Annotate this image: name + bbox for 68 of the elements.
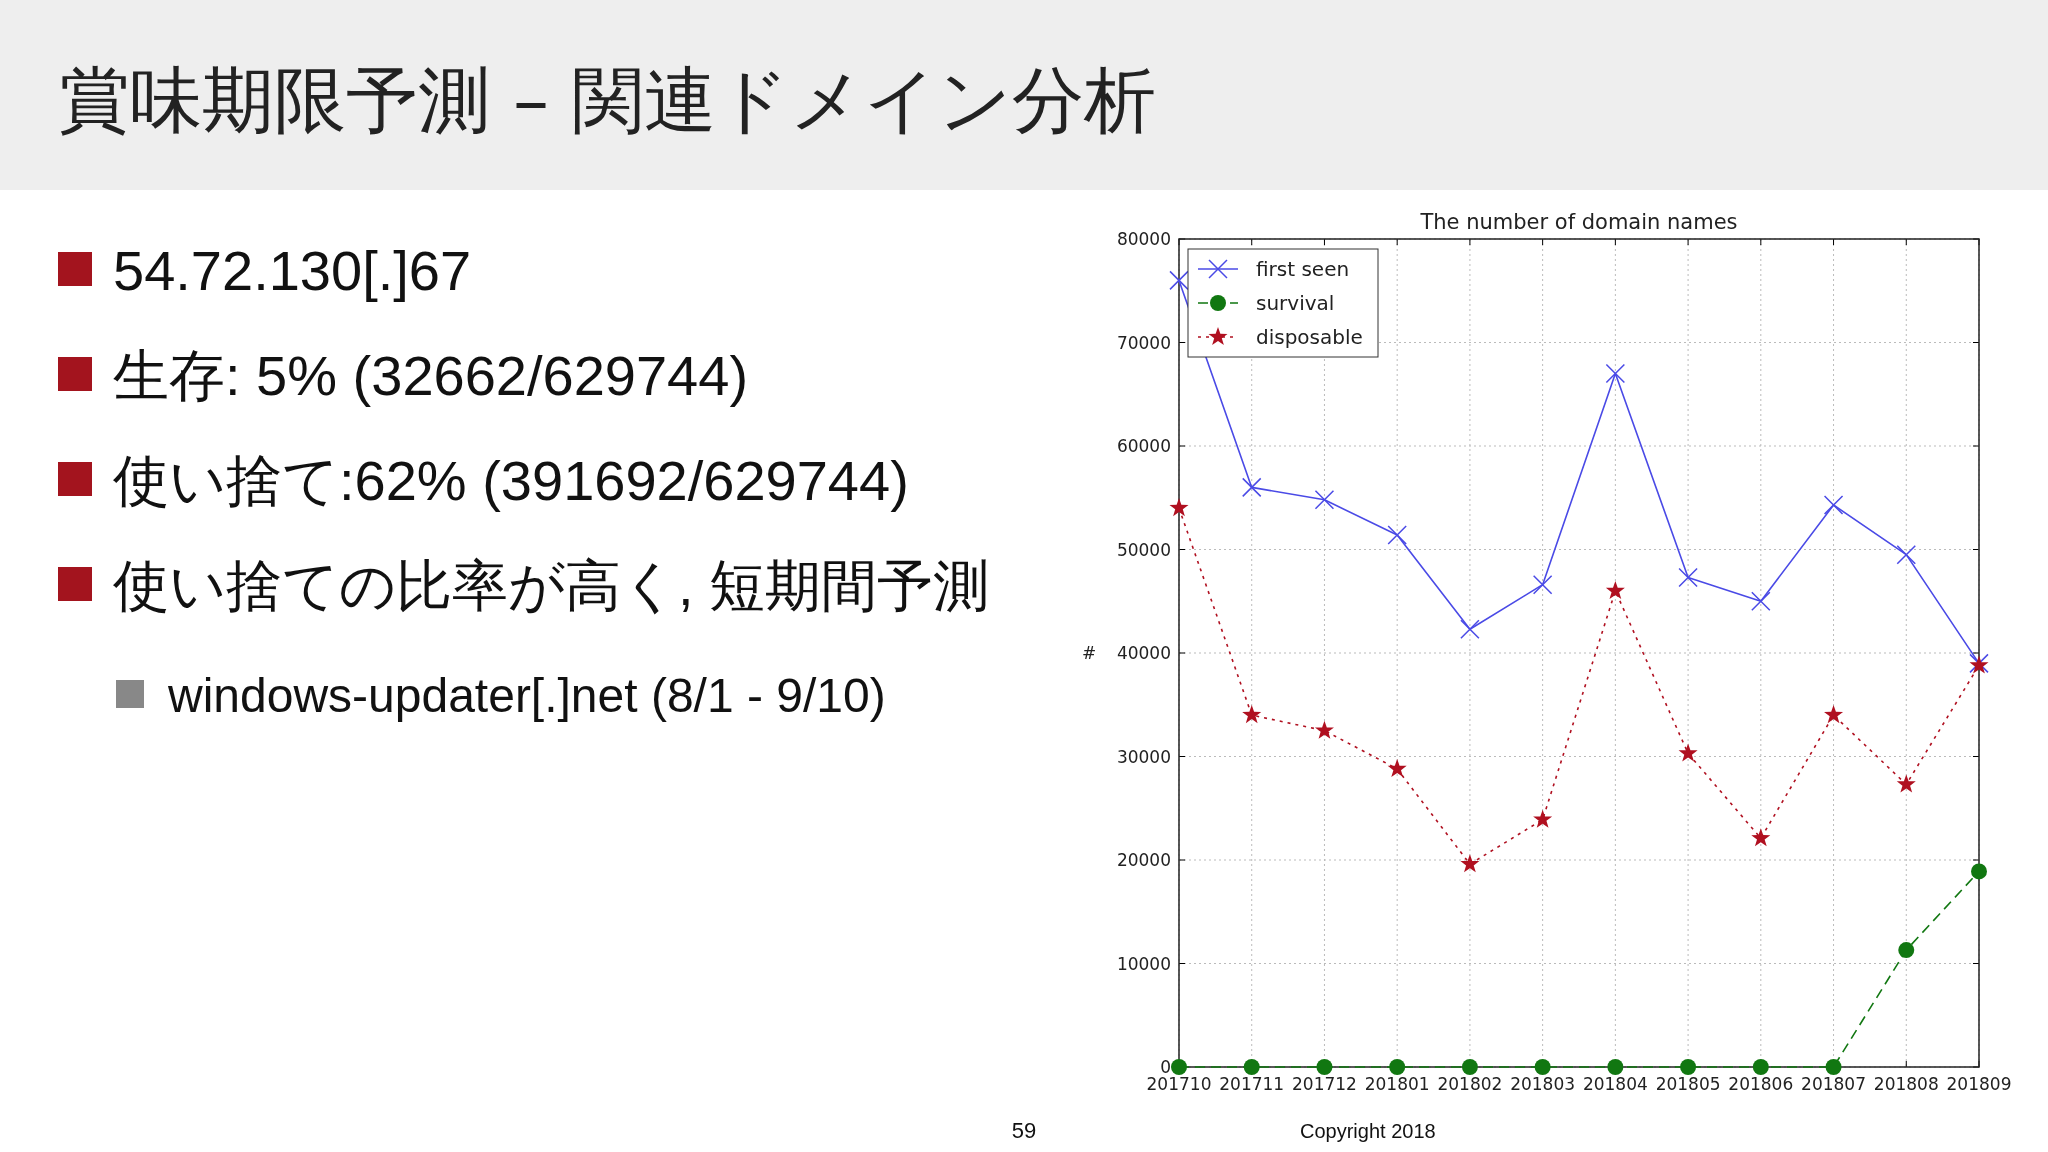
point	[1387, 525, 1407, 545]
point	[1607, 1059, 1624, 1075]
point	[1461, 1059, 1478, 1075]
point	[1825, 1059, 1842, 1075]
point	[1169, 498, 1189, 517]
x-tick-label: 201806	[1728, 1074, 1794, 1094]
point	[1896, 544, 1917, 565]
x-tick-label: 201805	[1655, 1074, 1721, 1094]
y-tick-label: 70000	[1116, 332, 1171, 353]
point	[1241, 477, 1262, 498]
point	[1389, 1059, 1406, 1075]
x-tick-label: 201802	[1437, 1074, 1503, 1094]
legend-label: first seen	[1256, 257, 1350, 281]
point	[1242, 705, 1262, 724]
point	[1532, 574, 1553, 595]
point	[1680, 1059, 1697, 1075]
x-tick-label: 201711	[1219, 1074, 1285, 1094]
point	[1752, 1059, 1769, 1075]
text: 54.72.130[.]67	[113, 239, 472, 302]
point	[1169, 270, 1189, 291]
y-axis-title: #	[1081, 643, 1097, 663]
x-tick-label: 201808	[1873, 1074, 1939, 1094]
text: 使い捨て:62% (391692/629744)	[113, 449, 909, 512]
point	[1605, 580, 1625, 599]
point	[1314, 490, 1335, 510]
y-tick-label: 50000	[1116, 539, 1171, 560]
point	[1605, 363, 1626, 384]
text: Copyright 2018	[1300, 1120, 1436, 1142]
point	[1314, 720, 1334, 739]
text: 生存: 5% (32662/629744)	[113, 344, 749, 407]
point	[1678, 743, 1698, 762]
y-tick-label: 0	[1160, 1057, 1171, 1077]
point	[1171, 1059, 1187, 1075]
text: 使い捨ての比率が高く, 短期間予測	[113, 554, 990, 617]
x-tick-label: 201803	[1510, 1074, 1576, 1094]
x-tick-label: 201801	[1364, 1074, 1430, 1094]
x-tick-label: 201807	[1801, 1074, 1866, 1094]
y-tick-label: 20000	[1116, 850, 1171, 870]
x-tick-label: 201809	[1946, 1074, 2012, 1094]
point	[1898, 942, 1915, 959]
x-tick-label: 201710	[1146, 1074, 1212, 1094]
point	[1243, 1059, 1260, 1075]
legend-label: disposable	[1256, 325, 1363, 349]
point	[1316, 1059, 1333, 1075]
point	[1971, 863, 1987, 880]
text: 59	[1011, 1118, 1037, 1143]
y-tick-label: 10000	[1116, 953, 1171, 974]
point	[1896, 774, 1916, 793]
point	[1533, 809, 1553, 828]
text: 賞味期限予測 – 関連ドメイン分析	[58, 58, 1156, 142]
point	[1387, 758, 1407, 778]
y-tick-label: 40000	[1116, 643, 1171, 663]
x-tick-label: 201804	[1582, 1074, 1648, 1094]
point	[1751, 828, 1771, 847]
x-tick-label: 201712	[1292, 1074, 1357, 1094]
point	[1823, 495, 1844, 515]
text: windows-updater[.]net (8/1 - 9/10)	[167, 669, 886, 722]
y-tick-label: 80000	[1116, 229, 1171, 249]
point	[1534, 1059, 1551, 1075]
y-tick-label: 30000	[1116, 746, 1171, 767]
point	[1460, 854, 1480, 873]
point	[1751, 591, 1771, 611]
legend-label: survival	[1256, 291, 1335, 315]
y-tick-label: 60000	[1116, 436, 1171, 456]
point	[1460, 619, 1480, 639]
chart-title: The number of domain names	[1419, 210, 1738, 234]
point	[1678, 567, 1698, 588]
point	[1824, 705, 1844, 724]
